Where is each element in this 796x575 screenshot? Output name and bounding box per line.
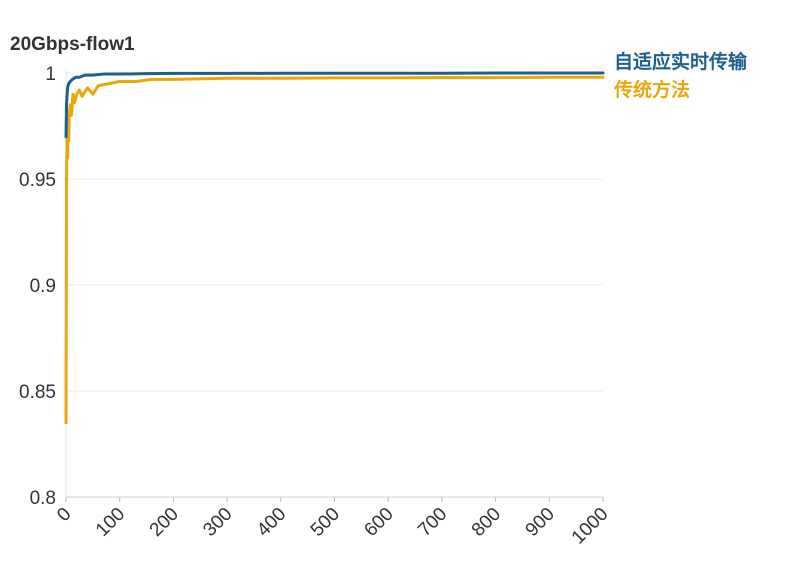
legend-label-1: 传统方法 [613, 78, 690, 101]
x-tick-label: 0 [53, 504, 75, 526]
series-line-1 [64, 75, 605, 425]
series-line-0 [64, 71, 605, 139]
x-tick-label: 900 [522, 504, 559, 541]
y-tick-label: 0.8 [30, 488, 56, 509]
x-tick-label: 200 [146, 504, 183, 541]
x-tick-label: 400 [253, 504, 290, 541]
x-tick-label: 100 [92, 504, 129, 541]
x-tick-label: 1000 [568, 504, 613, 549]
x-tick-label: 700 [414, 504, 451, 541]
chart-title: 20Gbps-flow1 [10, 34, 135, 55]
grid-lines [66, 72, 603, 498]
legend-label-0: 自适应实时传输 [614, 50, 748, 73]
y-tick-label: 0.95 [19, 170, 56, 191]
axes: 0.8 0.85 0.9 0.95 1 0 100 200 300 400 500 600 700 800… [19, 64, 613, 548]
x-tick-label: 800 [468, 504, 505, 541]
x-tick-label: 500 [307, 504, 344, 541]
x-tick-label: 600 [360, 504, 397, 541]
x-tick-label: 300 [199, 504, 236, 541]
y-tick-label: 0.9 [30, 276, 56, 297]
series-lines [64, 71, 605, 425]
y-tick-label: 0.85 [19, 382, 56, 403]
y-tick-label: 1 [45, 64, 56, 85]
